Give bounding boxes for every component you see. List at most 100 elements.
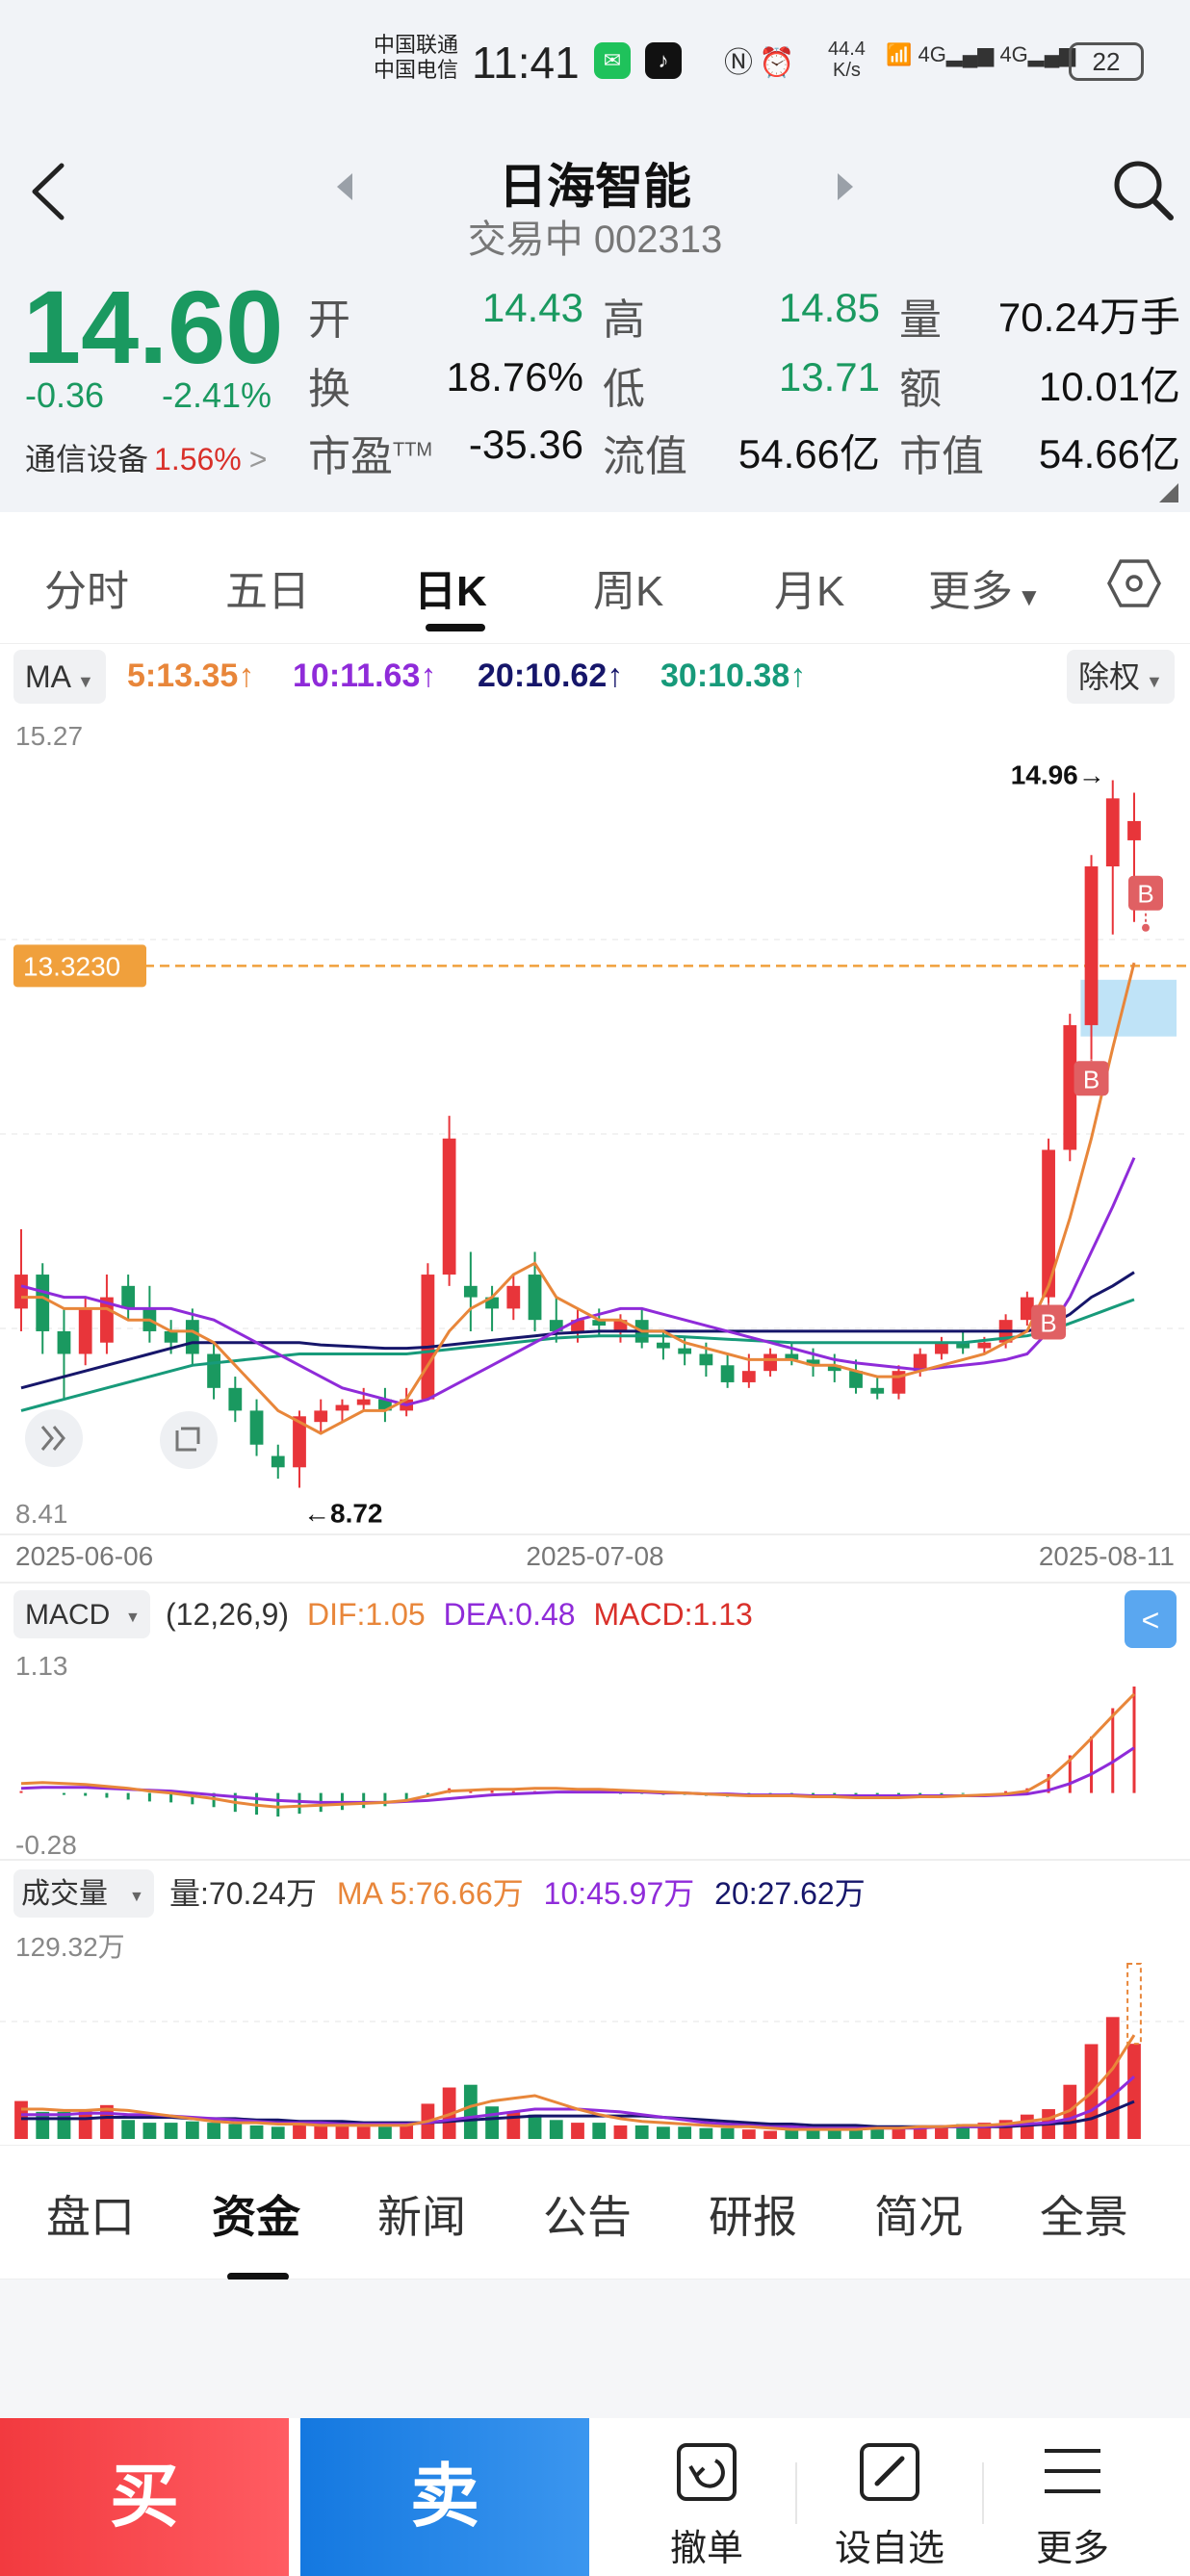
tab-announcements[interactable]: 公告	[543, 2192, 632, 2242]
candle-body	[335, 1404, 349, 1411]
tab-five-day[interactable]: 五日	[225, 568, 310, 615]
tab-capital[interactable]: 资金	[212, 2192, 300, 2242]
volume-current: 量:70.24万	[169, 1876, 317, 1911]
volume-bar	[185, 2121, 199, 2139]
chevron-right-icon: >	[248, 442, 268, 477]
buy-marker-label: B	[1137, 880, 1153, 909]
add-watchlist-button[interactable]: 设自选	[803, 2439, 976, 2571]
volume-bar	[207, 2123, 220, 2139]
volume-bar	[1127, 2044, 1141, 2139]
candle-body	[14, 1275, 28, 1309]
back-arrow-icon[interactable]	[23, 158, 81, 225]
macd-y-min: -0.28	[15, 1830, 77, 1860]
candle-body	[827, 1365, 841, 1372]
tab-daily-k[interactable]: 日K	[414, 568, 487, 615]
price-line-tag[interactable]	[13, 944, 146, 988]
tab-research[interactable]: 研报	[709, 2192, 797, 2242]
candle-body	[421, 1275, 435, 1400]
sell-button[interactable]: 卖	[300, 2418, 589, 2576]
amount-value: 10.01亿	[1038, 364, 1180, 409]
volume-bar	[78, 2109, 92, 2139]
candle-body	[185, 1320, 199, 1354]
ma20-value: 20:10.62↑	[478, 657, 623, 695]
caret-down-icon: ▼	[125, 1610, 141, 1626]
volume-bar	[335, 2125, 349, 2139]
ma20-text: 20:10.62	[478, 657, 608, 694]
high-value: 14.85	[778, 285, 880, 330]
tab-order-book[interactable]: 盘口	[46, 2192, 135, 2242]
macd-legend: (12,26,9) DIF:1.05 DEA:0.48 MACD:1.13	[166, 1597, 753, 1632]
tab-more[interactable]: 更多 ▼	[928, 556, 1042, 618]
tab-intraday[interactable]: 分时	[44, 568, 129, 615]
tab-news[interactable]: 新闻	[377, 2192, 466, 2242]
volume-bar	[528, 2114, 542, 2139]
macd-selector[interactable]: MACD ▼	[13, 1590, 150, 1638]
search-icon[interactable]	[1109, 156, 1177, 223]
kline-chart-area[interactable]: B B B 15.27 8.41 13.3230 14.96→ ←8.72 2025…	[0, 712, 1190, 2145]
volume-forecast-outline	[1126, 1963, 1142, 2046]
pe-label: 市盈TTM	[308, 422, 432, 483]
divider	[982, 2462, 984, 2524]
candle-body	[356, 1399, 371, 1405]
tab-monthly-k[interactable]: 月K	[774, 568, 845, 615]
collapse-panel-button[interactable]: <	[1125, 1590, 1177, 1648]
buy-marker-box	[1031, 1304, 1067, 1340]
next-stock-icon[interactable]	[834, 169, 857, 204]
trade-status: 交易中	[467, 219, 583, 261]
open-value: 14.43	[481, 285, 583, 330]
high-price-annotation: 14.96→	[1011, 760, 1105, 790]
candle-body	[442, 1138, 456, 1275]
caret-down-icon: ▼	[129, 1889, 144, 1905]
volume-bar	[549, 2120, 563, 2139]
candle-body	[228, 1387, 243, 1411]
expand-left-icon[interactable]	[25, 1409, 83, 1467]
volume-bar	[571, 2123, 584, 2139]
candle-body	[485, 1297, 499, 1309]
candle-body	[271, 1455, 285, 1468]
volume-bar	[613, 2125, 628, 2139]
volume-bar	[228, 2124, 243, 2139]
low-value: 13.71	[778, 354, 880, 399]
wifi-icon: 📶	[886, 42, 913, 66]
volume-ma20: 20:27.62万	[714, 1876, 866, 1911]
candle-body	[1020, 1297, 1034, 1321]
sector-link[interactable]: 通信设备 1.56% >	[25, 435, 267, 479]
volume-ma5: MA 5:76.66万	[337, 1876, 524, 1911]
low-label: 低	[603, 366, 645, 413]
candle-body	[463, 1285, 478, 1298]
buy-button[interactable]: 买	[0, 2418, 289, 2576]
candle-body	[78, 1308, 92, 1354]
stock-subtitle: 交易中 002313	[0, 208, 1190, 264]
more-actions-button[interactable]: 更多	[986, 2439, 1159, 2571]
tab-overview[interactable]: 全景	[1040, 2192, 1128, 2242]
candle-body	[913, 1353, 927, 1372]
cancel-order-button[interactable]: 撤单	[620, 2439, 793, 2571]
carrier-names: 中国联通 中国电信	[374, 33, 458, 83]
menu-icon	[1045, 2449, 1100, 2493]
candle-body	[549, 1320, 563, 1331]
active-tab-indicator	[227, 2273, 289, 2280]
pe-label-sup: TTM	[393, 439, 433, 461]
chart-settings-icon[interactable]	[1107, 558, 1161, 608]
candle-body	[613, 1320, 628, 1331]
chart-period-tabs: 分时 五日 日K 周K 月K 更多 ▼	[0, 529, 1190, 633]
tab-profile[interactable]: 简况	[874, 2192, 963, 2242]
battery-icon: 22	[1069, 42, 1144, 81]
indicator-selector[interactable]: MA ▼	[13, 650, 106, 704]
volume-bar	[1105, 2017, 1120, 2139]
expand-corner-icon[interactable]	[1159, 483, 1178, 502]
fullscreen-icon[interactable]	[160, 1411, 218, 1469]
buy-marker-label: B	[1040, 1308, 1056, 1337]
volume-selector[interactable]: 成交量 ▼	[13, 1869, 154, 1918]
adjust-selector[interactable]: 除权 ▼	[1067, 650, 1175, 704]
network-type-1: 4G	[918, 42, 946, 66]
volume-ma5-line	[21, 2034, 1136, 2131]
candle-body	[1084, 866, 1099, 1025]
carrier-2: 中国电信	[374, 58, 459, 82]
buy-marker-dot	[1142, 923, 1150, 932]
speed-value: 44.4	[828, 39, 866, 60]
tab-weekly-k[interactable]: 周K	[593, 568, 664, 615]
caret-down-icon: ▼	[1146, 672, 1163, 691]
prev-stock-icon[interactable]	[333, 169, 356, 204]
volume-bar	[870, 2129, 885, 2139]
